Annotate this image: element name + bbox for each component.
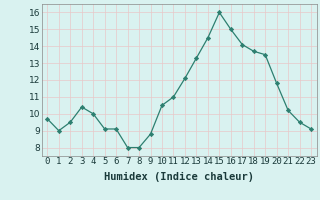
X-axis label: Humidex (Indice chaleur): Humidex (Indice chaleur): [104, 172, 254, 182]
